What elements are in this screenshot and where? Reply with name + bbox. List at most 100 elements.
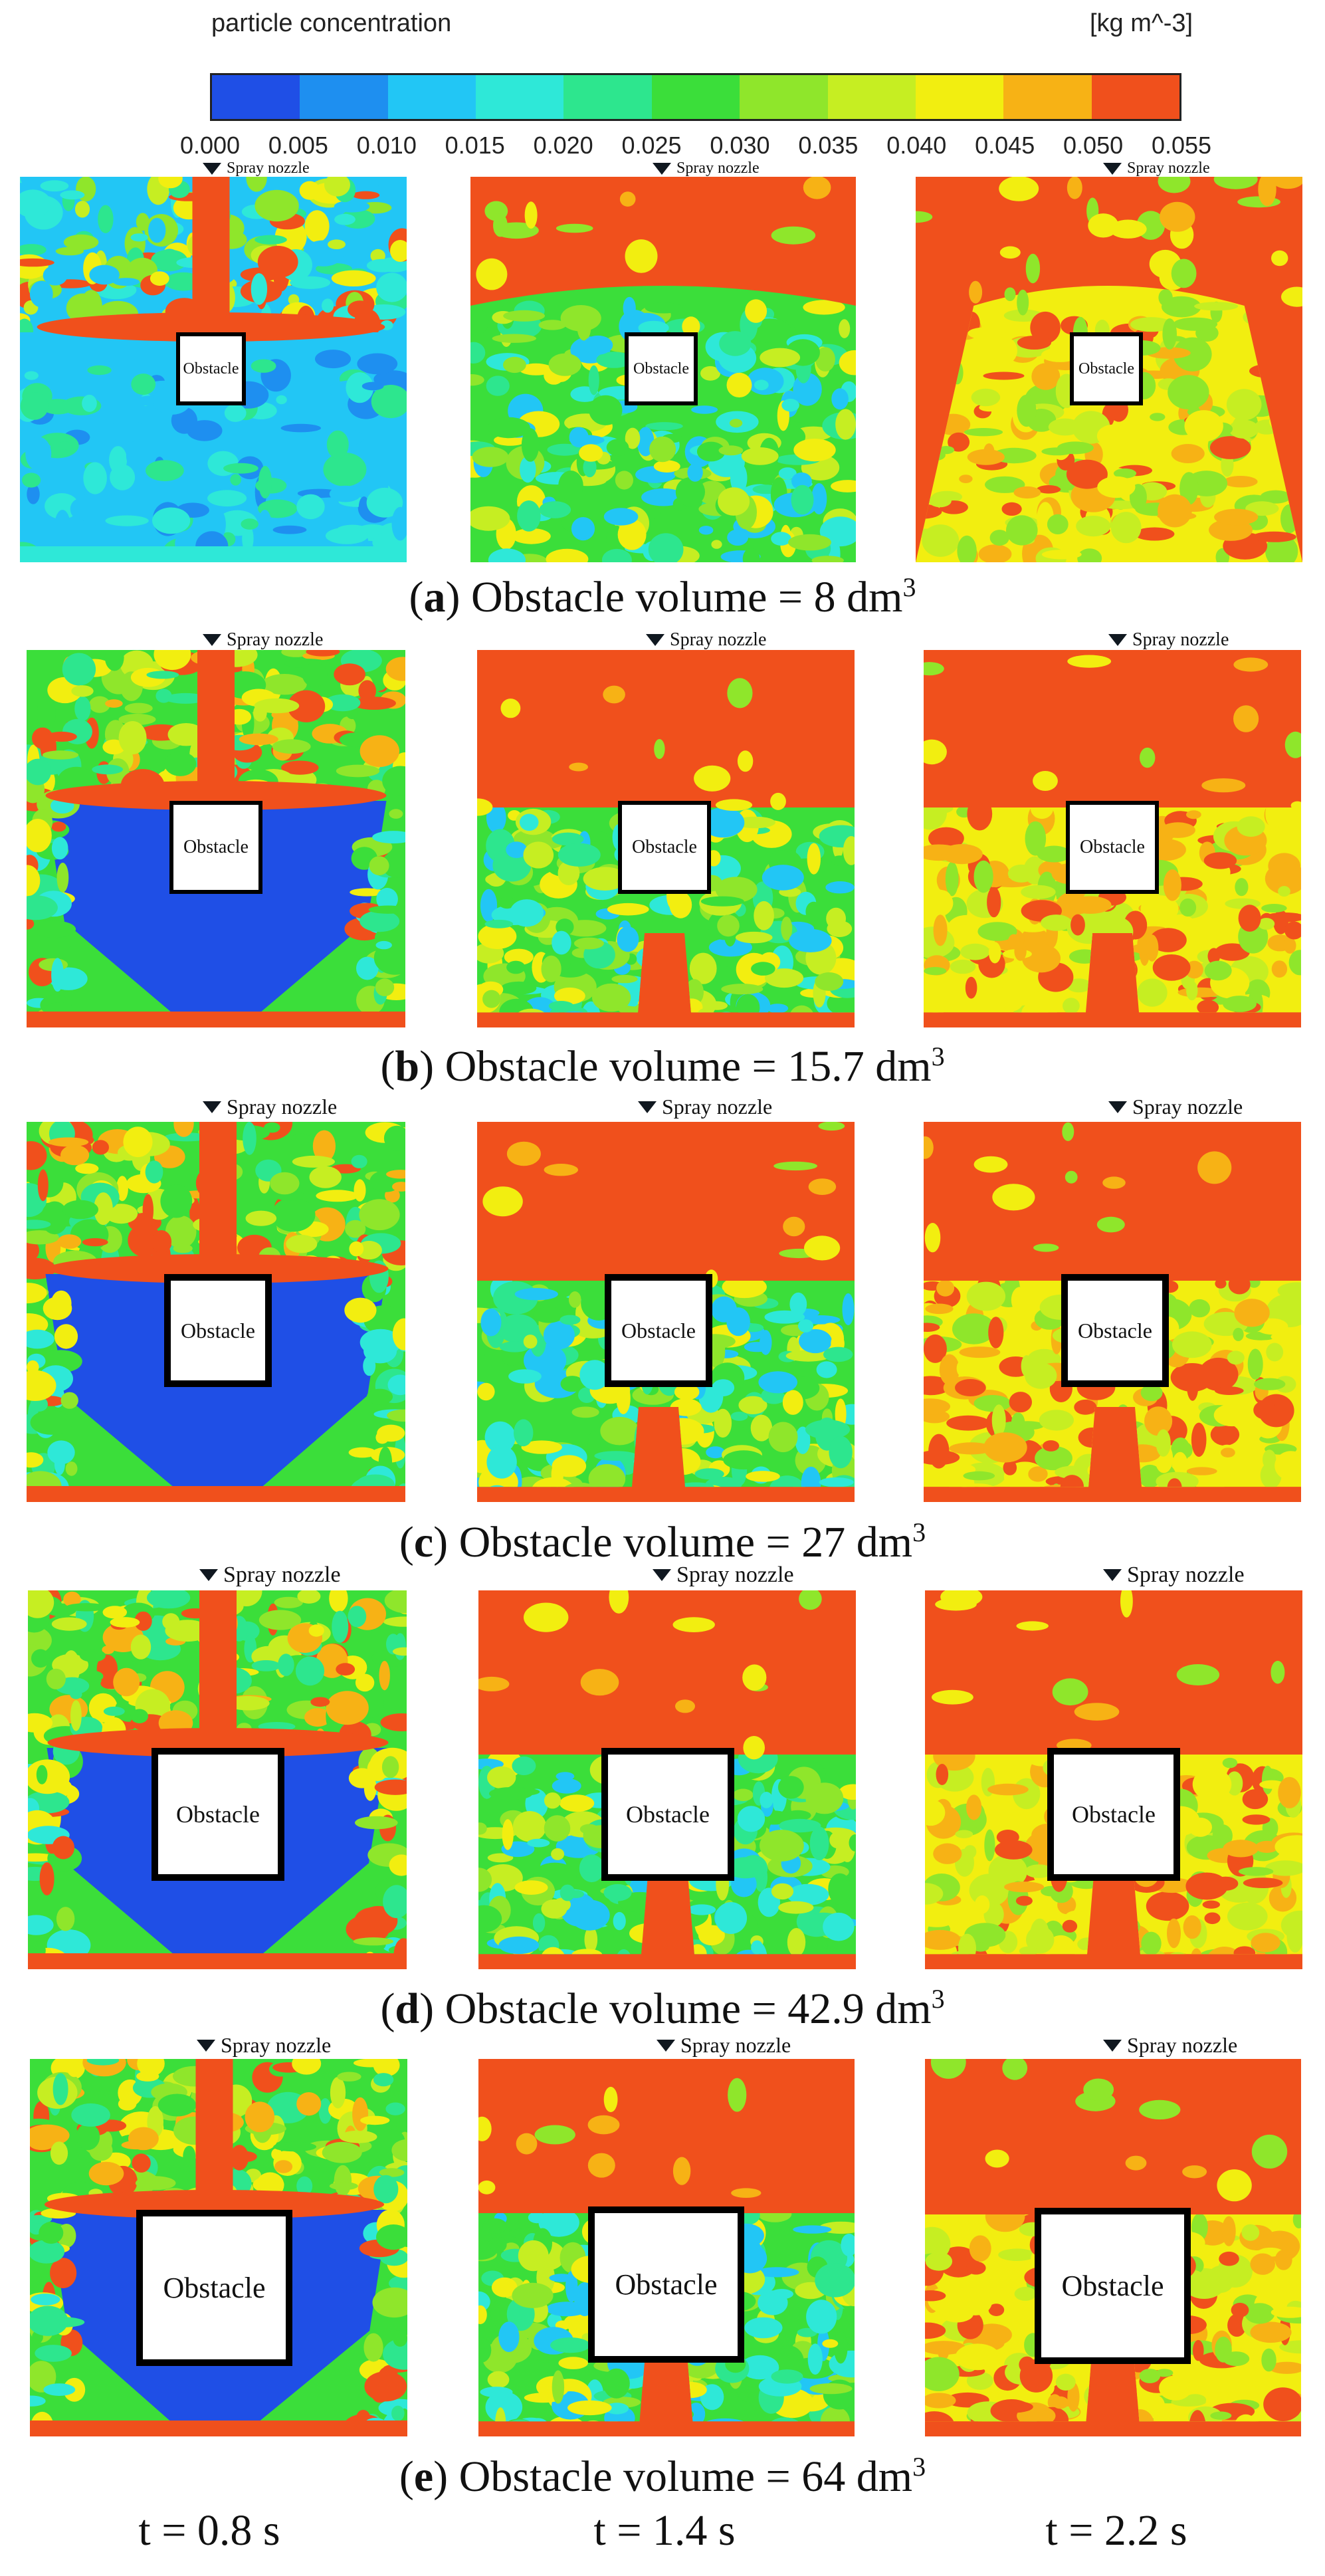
contour-blob	[978, 544, 1012, 562]
contour-blob	[1052, 1678, 1088, 1706]
contour-blob	[130, 1634, 152, 1660]
contour-blob	[743, 1736, 765, 1760]
contour-blob	[477, 1382, 495, 1401]
contour-blob	[1185, 1872, 1228, 1900]
contour-blob	[1227, 1350, 1245, 1365]
contour-blob	[543, 1321, 575, 1350]
contour-blob	[380, 1713, 407, 1731]
contour-blob	[478, 923, 517, 950]
contour-blob	[1215, 943, 1250, 961]
contour-blob	[478, 1759, 504, 1770]
spray-sheet	[37, 312, 385, 342]
contour-blob	[1102, 1176, 1126, 1189]
contour-blob	[392, 1318, 405, 1350]
contour-blob	[1043, 1440, 1059, 1451]
contour-blob	[922, 524, 960, 557]
contour-blob	[499, 998, 534, 1013]
contour-blob	[719, 331, 752, 356]
contour-blob	[1014, 941, 1027, 961]
spray-jet	[199, 1590, 237, 1748]
contour-blob	[841, 2233, 855, 2257]
contour-blob	[994, 340, 1008, 363]
contour-blob	[31, 1649, 50, 1668]
contour-blob	[617, 926, 639, 952]
contour-blob	[150, 271, 169, 286]
contour-blob	[560, 305, 601, 332]
contour-blob	[160, 1184, 193, 1218]
contour-blob	[544, 1164, 578, 1176]
contour-blob	[1241, 2224, 1260, 2241]
contour-blob	[728, 2078, 747, 2112]
colorbar-tick: 0.020	[533, 132, 593, 159]
contour-blob	[676, 1482, 715, 1487]
contour-blob	[1146, 2395, 1166, 2419]
contour-blob	[478, 2337, 492, 2363]
contour-blob	[506, 841, 528, 859]
contour-blob	[1274, 2250, 1292, 2270]
contour-blob	[353, 1937, 394, 1946]
contour-blob	[791, 484, 814, 515]
contour-blob	[799, 1329, 832, 1354]
contour-blob	[785, 1350, 831, 1362]
colorbar	[210, 73, 1181, 121]
contour-blob	[514, 1419, 534, 1447]
contour-blob	[771, 1883, 794, 1900]
contour-blob	[373, 2175, 399, 2204]
contour-blob	[491, 2277, 518, 2298]
contour-blob	[1233, 1327, 1244, 1341]
nozzle-label: Spray nozzle	[1127, 160, 1210, 177]
contour-blob	[146, 671, 179, 679]
spray-sheet	[45, 781, 387, 810]
contour-blob	[512, 2282, 554, 2308]
contour-blob	[132, 2153, 151, 2173]
contour-blob	[551, 1848, 565, 1860]
contour-blob	[700, 896, 744, 907]
contour-blob	[803, 300, 845, 315]
contour-blob	[487, 1766, 516, 1789]
contour-blob	[619, 191, 636, 207]
nozzle-label: Spray nozzle	[1127, 1562, 1245, 1588]
contour-blob	[224, 404, 247, 422]
contour-blob	[334, 213, 356, 225]
contour-blob	[558, 471, 583, 501]
contour-blob	[924, 1334, 947, 1363]
contour-blob	[1030, 807, 1054, 819]
contour-blob	[955, 2343, 1000, 2371]
contour-blob	[1140, 1384, 1163, 1402]
row-caption-d: (d) Obstacle volume = 42.9 dm3	[380, 1984, 945, 2033]
spray-sheet	[47, 1254, 389, 1283]
contour-blob	[102, 1645, 114, 1654]
nozzle-label: Spray nozzle	[1132, 1095, 1243, 1119]
contour-blob	[784, 1810, 811, 1821]
contour-blob	[793, 439, 836, 462]
contour-blob	[82, 394, 97, 412]
contour-blob	[504, 948, 534, 966]
colorbar-title: particle concentration	[211, 9, 452, 37]
contour-blob	[30, 1410, 73, 1435]
contour-blob	[1074, 1703, 1120, 1721]
contour-blob	[789, 928, 832, 952]
contour-blob	[1221, 2216, 1236, 2246]
contour-blob	[359, 1199, 400, 1231]
contour-blob	[544, 1792, 561, 1809]
contour-blob	[1290, 1368, 1301, 1401]
contour-blob	[682, 316, 700, 337]
contour-blob	[40, 180, 69, 192]
nozzle-icon	[653, 162, 671, 175]
contour-blob	[472, 447, 509, 467]
contour-blob	[302, 663, 328, 687]
contour-blob	[280, 423, 321, 433]
spray-nozzle: Spray nozzle	[199, 1562, 341, 1588]
spray-sheet	[47, 1728, 389, 1757]
contour-blob	[30, 2395, 46, 2407]
contour-blob	[573, 937, 604, 950]
contour-blob	[1035, 1446, 1072, 1471]
contour-blob	[1158, 177, 1191, 193]
contour-blob	[131, 374, 156, 395]
contour-blob	[1210, 1424, 1240, 1446]
contour-blob	[1189, 1299, 1210, 1318]
contour-blob	[478, 2180, 496, 2195]
contour-blob	[762, 865, 804, 891]
contour-blob	[251, 1660, 281, 1671]
contour-blob	[1000, 980, 1025, 1012]
